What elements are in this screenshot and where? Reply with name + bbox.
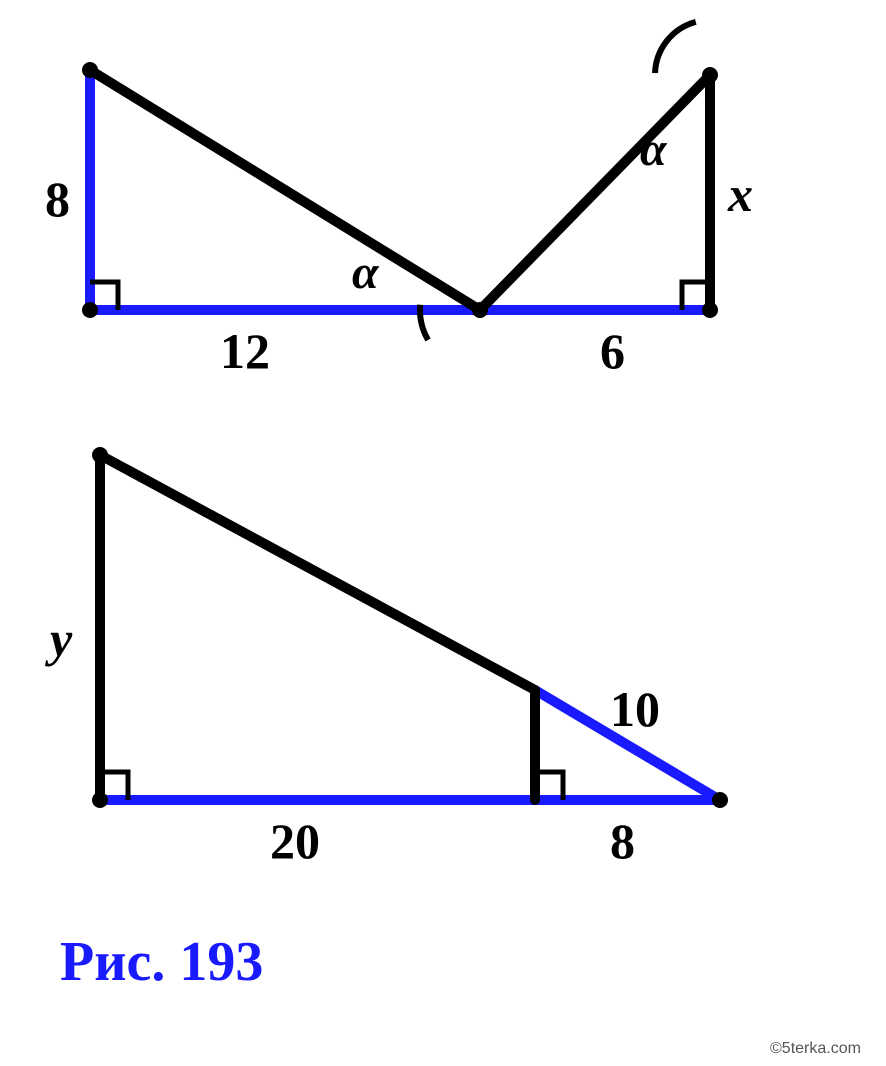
d1-label-8: 8: [45, 170, 70, 228]
d2-label-20: 20: [270, 812, 320, 870]
watermark: ©5terka.com: [770, 1040, 861, 1058]
d2-label-10: 10: [610, 680, 660, 738]
d1-label-alpha2: α: [640, 122, 667, 177]
d2-label-y: y: [50, 610, 72, 668]
d1-label-x: x: [728, 165, 753, 223]
d1-label-6: 6: [600, 322, 625, 380]
figure-canvas: 8 12 6 x α α y 20 8 10 Рис. 193 ©5terka.…: [0, 0, 886, 1066]
geometry-svg: [0, 0, 886, 1066]
d1-label-12: 12: [220, 322, 270, 380]
d2-label-8: 8: [610, 812, 635, 870]
figure-caption: Рис. 193: [60, 930, 263, 994]
d1-label-alpha1: α: [352, 245, 379, 300]
